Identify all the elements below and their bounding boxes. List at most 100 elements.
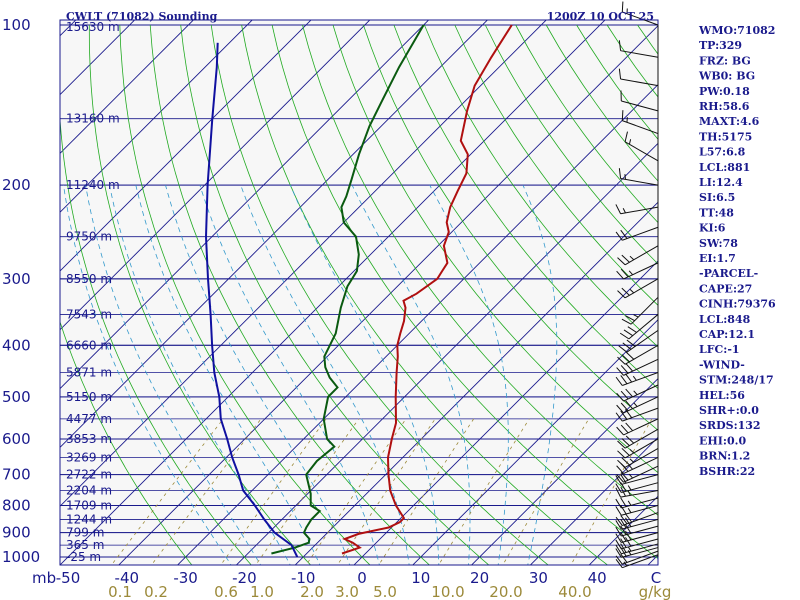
wind-barb-shaft <box>621 100 659 112</box>
wind-barb-feather <box>625 524 632 534</box>
wind-barb-feather <box>621 1 624 13</box>
index-item: -PARCEL- <box>699 267 758 280</box>
wind-barb <box>616 358 659 376</box>
wind-barb <box>615 372 659 386</box>
isotherm-line <box>294 201 658 565</box>
wind-barb <box>620 90 659 112</box>
temperature-tick-label: -20 <box>232 569 257 587</box>
wind-barb-shaft <box>622 120 659 135</box>
wind-barb-feather <box>620 482 627 492</box>
index-item: BRN:1.2 <box>699 450 750 463</box>
dry-adiabat-line <box>241 24 609 565</box>
wind-barb-feather <box>617 440 626 449</box>
isotherm-line <box>60 20 606 565</box>
wind-barb <box>621 110 659 135</box>
wind-barb-shaft <box>621 532 659 543</box>
isotherm-line <box>470 377 658 565</box>
wind-barb-feather <box>616 392 624 402</box>
wind-barb-shaft <box>623 262 659 280</box>
wind-barb-feather <box>615 498 622 509</box>
wind-barb-feather <box>621 447 630 456</box>
wind-barb <box>616 418 659 436</box>
wind-barb-shaft <box>622 372 659 386</box>
wind-barb <box>619 314 659 340</box>
wind-barb-feather <box>625 400 633 410</box>
wind-barb-feather <box>625 388 633 398</box>
wind-barb-feather <box>615 539 622 550</box>
mixing-ratio-line <box>502 418 590 565</box>
wind-barb-feather <box>615 555 623 565</box>
wind-barb-feather <box>618 345 628 353</box>
wind-barb <box>617 245 659 266</box>
isotherm-line <box>60 20 195 155</box>
wind-barb-half-feather <box>624 174 626 180</box>
index-item: PW:0.18 <box>699 85 750 98</box>
height-label: 1709 m <box>66 498 112 512</box>
wind-barb-shaft <box>622 550 659 565</box>
wind-barb-shaft <box>624 447 659 468</box>
wind-barb <box>624 131 659 162</box>
dry-adiabat-line <box>210 24 549 565</box>
wind-barb-feather <box>625 537 632 547</box>
wind-barb-half-feather <box>627 507 632 513</box>
wind-barb-feather <box>616 404 624 414</box>
height-label: 799 m <box>66 526 104 540</box>
index-item: CAP:12.1 <box>699 328 755 341</box>
wind-barb-feather <box>615 544 622 555</box>
wind-barb-feather <box>625 363 633 372</box>
height-label: 2204 m <box>66 484 112 498</box>
temperature-tick-label: 30 <box>529 569 548 587</box>
height-label: 7543 m <box>66 307 112 321</box>
pressure-tick-label: 500 <box>2 388 31 406</box>
index-item: L57:6.8 <box>699 146 746 159</box>
wind-barb-half-feather <box>632 375 637 381</box>
wind-barb-feather <box>618 168 622 179</box>
index-item: WMO:71082 <box>698 24 775 37</box>
moist-adiabat-line <box>522 184 558 565</box>
wind-barb-half-feather <box>633 402 638 407</box>
temperature-tick-label: -40 <box>115 569 140 587</box>
height-label: 5871 m <box>66 366 112 380</box>
height-label: 6660 m <box>66 338 112 352</box>
isotherm-line <box>118 25 658 565</box>
wind-barb-shaft <box>623 396 659 414</box>
wind-barb-feather <box>621 438 630 447</box>
wind-barbs <box>615 1 659 569</box>
wind-barb-feather <box>621 318 632 325</box>
mixing-ratio-line <box>336 418 436 565</box>
isotherm-line <box>0 13 24 568</box>
wind-barb-feather <box>620 410 628 420</box>
wind-barb-feather <box>620 390 629 400</box>
wind-barb <box>615 512 659 527</box>
wind-barb-feather <box>625 351 635 360</box>
wind-barb-feather <box>620 229 628 239</box>
wind-barb-feather <box>625 530 632 541</box>
index-item: TH:5175 <box>699 130 752 143</box>
wind-barb-shaft <box>624 344 659 365</box>
dry-adiabat-line <box>271 24 658 559</box>
dry-adiabat-line <box>149 24 430 565</box>
index-item: BSHR:22 <box>699 465 755 478</box>
wind-barb-shaft <box>624 245 659 266</box>
wind-barb-feather <box>620 504 627 515</box>
wind-barb <box>616 465 659 483</box>
wind-barb-half-feather <box>628 270 633 276</box>
wind-barb <box>617 344 659 365</box>
wind-barb <box>621 296 659 325</box>
wind-barb <box>615 554 659 569</box>
wind-barb-feather <box>617 290 626 299</box>
wind-barb-shaft <box>620 50 659 58</box>
wind-barb-feather <box>615 516 623 526</box>
index-item: CAPE:27 <box>699 282 752 295</box>
wind-barb-shaft <box>624 278 659 299</box>
wind-barb-half-feather <box>627 500 632 506</box>
pressure-tick-label: 700 <box>2 466 31 484</box>
wind-barb-half-feather <box>629 255 635 261</box>
mixing-ratio-line <box>255 418 360 565</box>
wind-barb <box>615 524 659 537</box>
wind-barb-shaft <box>621 518 659 530</box>
wind-barb-shaft <box>620 78 659 87</box>
wind-barb-feather <box>615 483 622 493</box>
dry-adiabat-line <box>88 24 312 565</box>
